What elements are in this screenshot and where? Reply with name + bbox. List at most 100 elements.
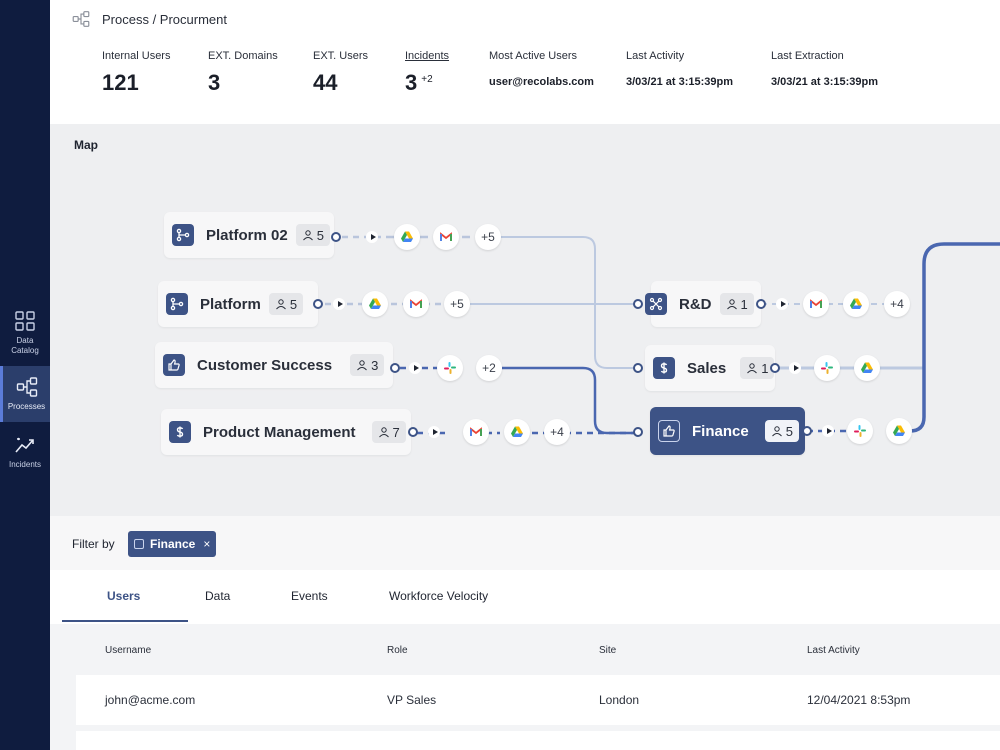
node-label: Customer Success [197,356,333,374]
node-sales[interactable]: Sales 1 [645,345,775,391]
dollar-icon [653,357,675,379]
tab-workforce-velocity[interactable]: Workforce Velocity [389,589,489,603]
node-customer-success[interactable]: Customer Success 3 [155,342,393,388]
map-title: Map [74,138,98,152]
grid-icon [15,311,35,331]
process-icon [16,377,37,397]
stat-value: user@recolabs.com [489,76,594,88]
close-icon[interactable]: × [203,537,211,551]
node-label: Finance [692,422,749,440]
nav-processes[interactable]: Processes [0,366,50,422]
user-icon [357,360,367,371]
tab-data[interactable]: Data [205,589,231,603]
connector-dot[interactable] [633,427,643,437]
connector-dot[interactable] [408,427,418,437]
gmail-icon[interactable] [803,291,829,317]
shuffle-icon [645,293,667,315]
nav-data-catalog-label: Data Catalog [11,336,39,355]
connector-dot[interactable] [633,363,643,373]
google-drive-icon[interactable] [504,419,530,445]
user-icon [771,426,782,437]
stat-label: Internal Users [102,50,171,62]
google-drive-icon[interactable] [362,291,388,317]
trend-icon [15,437,34,453]
play-icon [409,362,421,374]
filter-chip-label: Finance [150,537,196,551]
stat-value: 3/03/21 at 3:15:39pm [626,76,734,88]
node-label: R&D [679,295,712,313]
user-icon [302,230,313,241]
process-icon [72,11,90,27]
node-finance[interactable]: Finance 5 [650,407,805,455]
google-drive-icon[interactable] [854,355,880,381]
play-icon [428,426,440,438]
thumbs-up-icon [134,539,144,549]
column-header-role[interactable]: Role [387,645,408,656]
user-count-badge: 5 [268,293,304,315]
node-platform[interactable]: Platform 5 [158,281,318,327]
process-map[interactable]: Map Platform 02 5 [50,124,1000,516]
sidebar: Data Catalog Processes Incidents [0,0,50,750]
tab-users[interactable]: Users [107,589,141,603]
column-header-username[interactable]: Username [105,645,152,656]
stat-value: 121 [102,70,139,95]
gmail-icon[interactable] [433,224,459,250]
gmail-icon[interactable] [403,291,429,317]
incidents-link[interactable]: Incidents [405,50,450,62]
user-count: 5 [289,296,298,312]
connector-dot[interactable] [633,299,643,309]
user-count: 5 [785,423,793,439]
users-table: Username Role Site Last Activity john@ac… [50,624,1000,750]
tab-events[interactable]: Events [291,589,328,603]
user-count: 3 [371,357,379,373]
slack-icon[interactable] [847,418,873,444]
user-icon [726,299,737,310]
user-count: 5 [316,227,324,243]
connector-dot[interactable] [390,363,400,373]
node-rd[interactable]: R&D 1 [645,281,761,327]
cell-site: London [599,693,640,707]
cell-last-activity: 12/04/2021 8:53pm [807,693,911,707]
more-integrations[interactable]: +2 [476,355,502,381]
nav-data-catalog[interactable]: Data Catalog [0,305,50,361]
filter-chip-finance[interactable]: Finance × [128,531,217,557]
connector-dot[interactable] [802,426,812,436]
node-product-management[interactable]: Product Management 7 [161,409,411,455]
more-integrations[interactable]: +4 [544,419,570,445]
nav-incidents[interactable]: Incidents [0,424,50,480]
play-icon [789,362,801,374]
table-row[interactable]: john@acme.com VP Sales London 12/04/2021… [76,675,1000,725]
google-drive-icon[interactable] [886,418,912,444]
column-header-site[interactable]: Site [599,645,617,656]
user-count-badge: 5 [295,224,330,246]
connector-dot[interactable] [313,299,323,309]
more-integrations[interactable]: +5 [444,291,470,317]
more-integrations[interactable]: +5 [475,224,501,250]
table-row[interactable] [76,731,1000,750]
user-count-badge: 1 [740,357,775,379]
incidents-count: 3 [405,70,418,95]
column-header-last-activity[interactable]: Last Activity [807,645,860,656]
user-icon [747,363,758,374]
play-icon [333,298,345,310]
google-drive-icon[interactable] [394,224,420,250]
nav-incidents-label: Incidents [8,460,42,469]
gmail-icon[interactable] [463,419,489,445]
stat-label: EXT. Domains [208,50,278,62]
branch-icon [166,293,188,315]
incidents-extra: +2 [421,73,433,85]
thumbs-up-icon [163,354,185,376]
cell-username: john@acme.com [105,693,196,707]
edge-platform02-sales [490,236,635,369]
connector-dot[interactable] [756,299,766,309]
more-integrations[interactable]: +4 [884,291,910,317]
connector-dot[interactable] [331,232,341,242]
slack-icon[interactable] [437,355,463,381]
google-drive-icon[interactable] [843,291,869,317]
stat-ext-users: EXT. Users 44 [313,50,368,96]
node-platform-02[interactable]: Platform 02 5 [164,212,334,258]
slack-icon[interactable] [814,355,840,381]
branch-icon [172,224,194,246]
connector-dot[interactable] [770,363,780,373]
cell-role: VP Sales [387,693,437,707]
